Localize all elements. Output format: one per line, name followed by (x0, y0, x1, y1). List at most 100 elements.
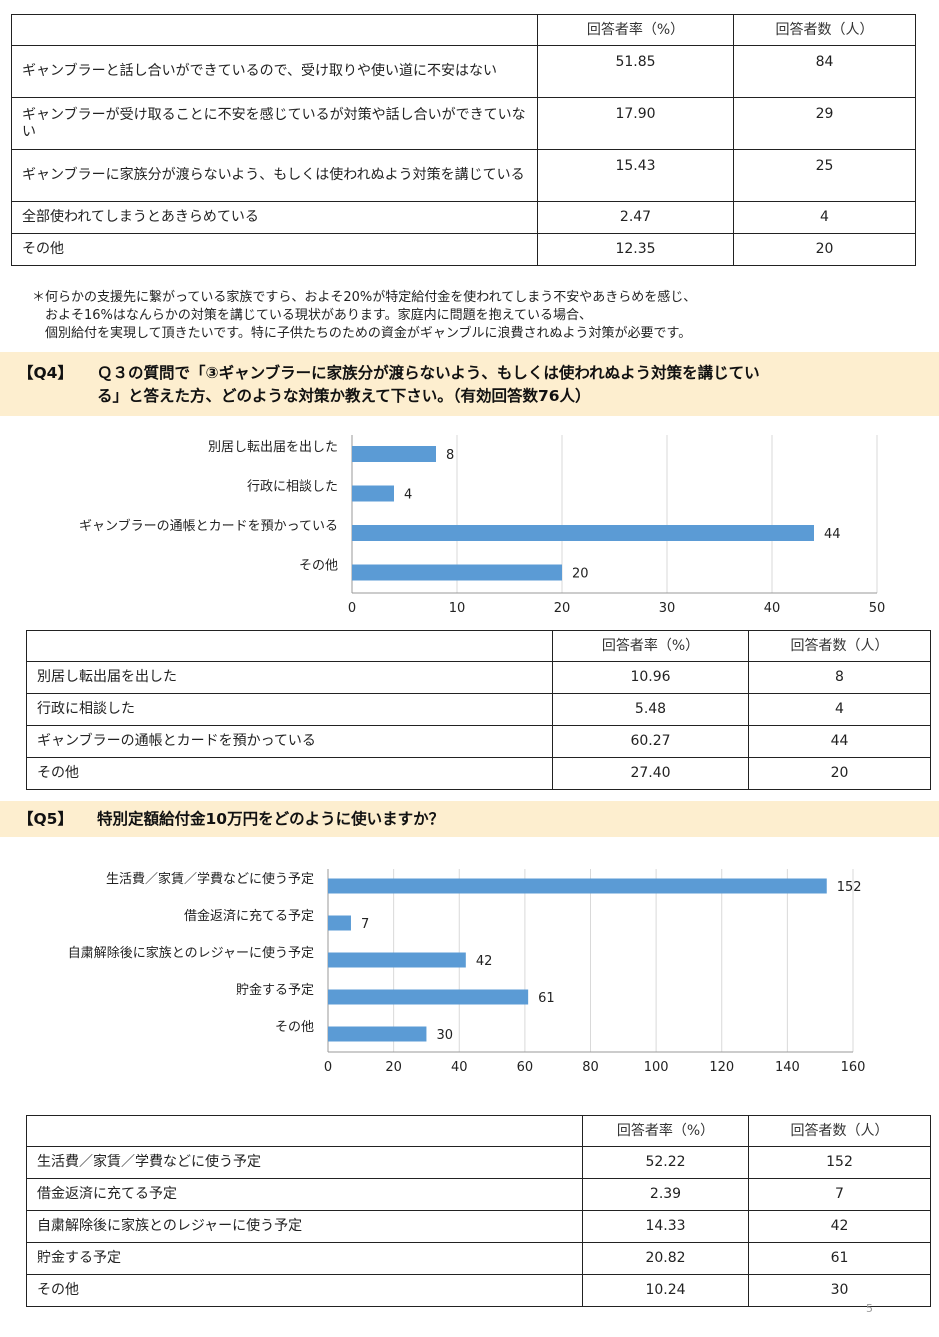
table-row: 貯金する予定 20.82 61 (26, 1242, 931, 1275)
row-count: 8 (748, 661, 931, 694)
row-count: 61 (748, 1242, 931, 1275)
row-rate: 2.39 (582, 1178, 749, 1211)
q4-label: 【Q4】 (18, 364, 73, 382)
table-row: 行政に相談した 5.48 4 (26, 693, 931, 726)
row-rate: 51.85 (537, 45, 734, 98)
row-rate: 27.40 (552, 757, 749, 790)
row-label: 自粛解除後に家族とのレジャーに使う予定 (26, 1210, 583, 1243)
row-label: その他 (11, 233, 538, 266)
q4-bar-chart: 0 10 20 30 40 50 8 別居し転出届を出した 4 行政に相談した 44 ギャンブラーの通… (79, 435, 886, 616)
table-row: その他 12.35 20 (11, 233, 916, 266)
data-label: 42 (476, 954, 493, 969)
bar (328, 915, 351, 931)
category-label: ギャンブラーの通帳とカードを預かっている (79, 518, 338, 534)
table-header-row: 回答者率（%） 回答者数（人） (26, 1115, 931, 1147)
x-tick-label: 20 (554, 601, 571, 616)
row-count: 4 (733, 201, 916, 234)
row-rate: 15.43 (537, 149, 734, 202)
category-label: 別居し転出届を出した (208, 440, 338, 455)
x-tick-label: 10 (449, 601, 466, 616)
row-rate: 60.27 (552, 725, 749, 758)
row-count: 4 (748, 693, 931, 726)
category-label: その他 (275, 1020, 314, 1035)
row-rate: 14.33 (582, 1210, 749, 1243)
bar (328, 878, 827, 894)
category-label: 借金返済に充てる予定 (184, 908, 314, 924)
row-label: 貯金する予定 (26, 1242, 583, 1275)
row-count: 20 (733, 233, 916, 266)
note: ＊何らかの支援先に繋がっている家族ですら、およそ20%が特定給付金を使われてしま… (32, 289, 696, 343)
row-rate: 20.82 (582, 1242, 749, 1275)
row-count: 29 (733, 97, 916, 150)
row-count: 20 (748, 757, 931, 790)
q4-heading-band (0, 352, 939, 416)
note-line-3: 個別給付を実現して頂きたいです。特に子供たちのための資金がギャンブルに浪費されぬ… (45, 326, 692, 341)
table-row: 自粛解除後に家族とのレジャーに使う予定 14.33 42 (26, 1210, 931, 1243)
q4-title-line-1: Ｑ３の質問で「③ギャンブラーに家族分が渡らないよう、もしくは使われぬよう対策を講… (97, 364, 760, 382)
x-tick-label: 0 (324, 1060, 332, 1075)
table-row: ギャンブラーと話し合いができているので、受け取りや使い道に不安はない 51.85… (11, 45, 916, 98)
data-label: 152 (837, 880, 862, 895)
header-blank (26, 630, 553, 662)
x-tick-label: 50 (869, 601, 886, 616)
category-label: 貯金する予定 (236, 982, 314, 998)
row-label: ギャンブラーと話し合いができているので、受け取りや使い道に不安はない (11, 45, 538, 98)
header-rate: 回答者率（%） (537, 14, 734, 46)
header-count: 回答者数（人） (748, 1115, 931, 1147)
q4-title-line-2: る」と答えた方、どのような対策か教えて下さい。（有効回答数76人） (97, 387, 591, 405)
x-tick-label: 100 (644, 1060, 669, 1075)
bar (352, 485, 394, 502)
x-tick-label: 40 (764, 601, 781, 616)
x-tick-label: 140 (775, 1060, 800, 1075)
row-label: ギャンブラーに家族分が渡らないよう、もしくは使われぬよう対策を講じている (11, 149, 538, 202)
data-label: 4 (404, 488, 412, 503)
table-row: ギャンブラーが受け取ることに不安を感じているが対策や話し合いができていない 17… (11, 97, 916, 150)
x-tick-label: 60 (517, 1060, 534, 1075)
page-number: 5 (866, 1302, 873, 1315)
row-label: その他 (26, 1274, 583, 1307)
x-tick-label: 120 (709, 1060, 734, 1075)
row-label: ギャンブラーの通帳とカードを預かっている (26, 725, 553, 758)
row-rate: 5.48 (552, 693, 749, 726)
row-count: 30 (748, 1274, 931, 1307)
bar (328, 989, 529, 1005)
q3-table: 回答者率（%） 回答者数（人） ギャンブラーと話し合いができているので、受け取り… (11, 14, 916, 266)
row-rate: 2.47 (537, 201, 734, 234)
row-label: 生活費／家賃／学費などに使う予定 (26, 1146, 583, 1179)
category-label: 生活費／家賃／学費などに使う予定 (106, 871, 314, 887)
data-label: 20 (572, 567, 589, 582)
row-label: 借金返済に充てる予定 (26, 1178, 583, 1211)
row-count: 25 (733, 149, 916, 202)
x-tick-label: 80 (582, 1060, 599, 1075)
row-count: 84 (733, 45, 916, 98)
category-label: 自粛解除後に家族とのレジャーに使う予定 (68, 945, 314, 961)
row-label: 別居し転出届を出した (26, 661, 553, 694)
header-count: 回答者数（人） (733, 14, 916, 46)
table-row: 生活費／家賃／学費などに使う予定 52.22 152 (26, 1146, 931, 1179)
row-rate: 12.35 (537, 233, 734, 266)
row-count: 44 (748, 725, 931, 758)
data-label: 30 (436, 1028, 453, 1043)
header-rate: 回答者率（%） (582, 1115, 749, 1147)
table-row: その他 10.24 30 (26, 1274, 931, 1307)
x-tick-label: 30 (659, 601, 676, 616)
category-label: 行政に相談した (247, 479, 338, 495)
row-rate: 10.96 (552, 661, 749, 694)
q4-table: 回答者率（%） 回答者数（人） 別居し転出届を出した 10.96 8 行政に相談… (26, 630, 931, 790)
note-line-2: およそ16%はなんらかの対策を講じている現状があります。家庭内に問題を抱えている… (45, 308, 592, 323)
data-label: 8 (446, 448, 454, 463)
table-row: ギャンブラーに家族分が渡らないよう、もしくは使われぬよう対策を講じている 15.… (11, 149, 916, 202)
header-count: 回答者数（人） (748, 630, 931, 662)
q5-title: 特別定額給付金10万円をどのように使いますか？ (97, 810, 445, 828)
table-row: 別居し転出届を出した 10.96 8 (26, 661, 931, 694)
q5-bar-chart: 0 20 40 60 80 100 120 140 160 152 生活費／家賃／学費などに使う予定… (68, 869, 865, 1075)
row-rate: 17.90 (537, 97, 734, 150)
data-label: 44 (824, 527, 841, 542)
row-count: 42 (748, 1210, 931, 1243)
note-line-1: ＊何らかの支援先に繋がっている家族ですら、およそ20%が特定給付金を使われてしま… (32, 290, 697, 305)
row-count: 152 (748, 1146, 931, 1179)
bar (328, 1026, 427, 1042)
bar (352, 564, 562, 581)
bar (352, 525, 814, 541)
table-row: 全部使われてしまうとあきらめている 2.47 4 (11, 201, 916, 234)
